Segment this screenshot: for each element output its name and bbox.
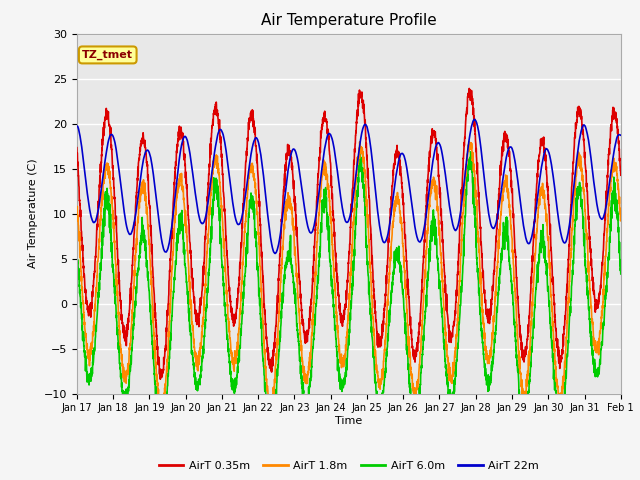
Legend: AirT 0.35m, AirT 1.8m, AirT 6.0m, AirT 22m: AirT 0.35m, AirT 1.8m, AirT 6.0m, AirT 2… (154, 457, 543, 476)
Y-axis label: Air Temperature (C): Air Temperature (C) (28, 159, 38, 268)
Text: TZ_tmet: TZ_tmet (82, 50, 133, 60)
Title: Air Temperature Profile: Air Temperature Profile (261, 13, 436, 28)
X-axis label: Time: Time (335, 416, 362, 426)
